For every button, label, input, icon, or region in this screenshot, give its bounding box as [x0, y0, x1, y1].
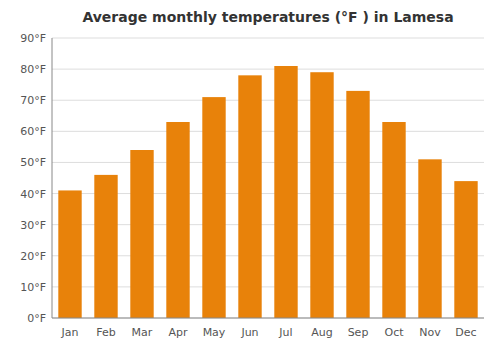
bar: [418, 159, 441, 318]
x-axis: Jan Feb Mar Apr May Jun Jul Aug Sep Oct Nov Dec: [61, 326, 477, 339]
y-tick-label: 50°F: [20, 156, 46, 169]
x-tick-label: Nov: [419, 326, 441, 339]
x-tick-label: Oct: [384, 326, 404, 339]
y-tick-label: 80°F: [20, 63, 46, 76]
x-tick-label: Apr: [168, 326, 188, 339]
bar: [238, 75, 261, 318]
y-tick-label: 20°F: [20, 250, 46, 263]
x-tick-label: Sep: [348, 326, 369, 339]
bar: [166, 122, 189, 318]
x-tick-label: Feb: [96, 326, 115, 339]
x-axis-line: [52, 318, 484, 319]
y-tick-label: 90°F: [20, 32, 46, 45]
x-tick-label: Dec: [455, 326, 476, 339]
grid-line: [52, 38, 484, 39]
bar: [310, 72, 333, 318]
bar: [58, 190, 81, 318]
x-tick-label: Jun: [240, 326, 258, 339]
x-tick-label: Aug: [311, 326, 332, 339]
y-tick-label: 60°F: [20, 125, 46, 138]
grid: [52, 38, 484, 318]
x-tick-label: May: [203, 326, 226, 339]
grid-line: [52, 69, 484, 70]
bar: [94, 175, 117, 318]
y-tick-label: 30°F: [20, 219, 46, 232]
grid-line: [52, 318, 484, 319]
background: [0, 0, 500, 350]
bar: [382, 122, 405, 318]
x-tick-label: Jul: [278, 326, 292, 339]
bar: [454, 181, 477, 318]
y-axis-line: [52, 38, 53, 318]
y-tick-label: 0°F: [27, 312, 46, 325]
y-axis: 0°F 10°F 20°F 30°F 40°F 50°F 60°F 70°F 80°F 90°F: [20, 32, 46, 325]
grid-line: [52, 100, 484, 101]
x-tick-label: Mar: [132, 326, 153, 339]
y-tick-label: 40°F: [20, 188, 46, 201]
title: Average monthly temperatures (°F ) in La…: [82, 9, 453, 25]
x-tick-label: Jan: [61, 326, 79, 339]
bar: [130, 150, 153, 318]
grid-line: [52, 131, 484, 132]
bars: [58, 66, 477, 318]
bar: [202, 97, 225, 318]
chart-container: Average monthly temperatures (°F ) in La…: [0, 0, 500, 350]
y-tick-label: 10°F: [20, 281, 46, 294]
y-tick-label: 70°F: [20, 94, 46, 107]
chart-svg: Average monthly temperatures (°F ) in La…: [0, 0, 500, 350]
bar: [346, 91, 369, 318]
bar: [274, 66, 297, 318]
